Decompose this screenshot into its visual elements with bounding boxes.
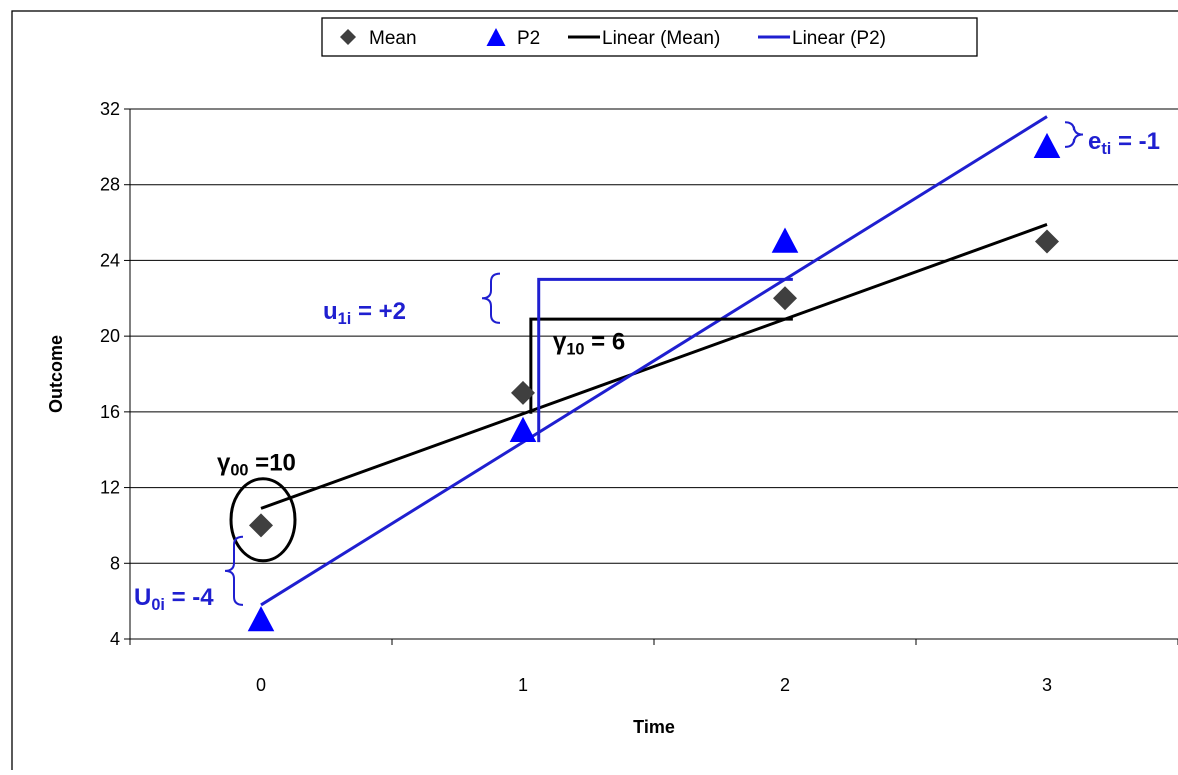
- gamma10-label: γ10 = 6: [553, 328, 625, 358]
- slope-step-p2: [537, 277, 793, 443]
- point-p2: [1033, 132, 1061, 159]
- y-tick-label: 8: [110, 553, 120, 573]
- y-tick-label: 4: [110, 629, 120, 649]
- legend-box: [321, 17, 978, 57]
- legend-label: P2: [517, 28, 540, 49]
- chart-border: [11, 10, 1178, 775]
- trendline-mean: [260, 223, 1048, 510]
- y-tick-label: 32: [100, 99, 120, 119]
- trendlines: [260, 115, 1048, 607]
- y-tick-label: 16: [100, 402, 120, 422]
- x-tick-label: 1: [518, 675, 528, 695]
- eti-label: eti = -1: [1088, 128, 1160, 158]
- y-tick-label: 24: [100, 250, 120, 270]
- y-tick-label: 20: [100, 326, 120, 346]
- point-mean: [1035, 229, 1059, 254]
- trendline-p2: [260, 115, 1048, 607]
- annotations: γ00 =10 γ10 = 6 U0i = -4 u1i = +2 eti = -1: [134, 121, 1160, 614]
- eti-brace: [1064, 121, 1084, 148]
- u0i-brace: [224, 535, 244, 606]
- x-tick-label: 3: [1042, 675, 1052, 695]
- legend-label: Mean: [369, 28, 417, 49]
- slope-step-mean: [529, 317, 793, 414]
- point-mean: [773, 286, 797, 311]
- point-mean: [249, 513, 273, 538]
- slope-constructions: [529, 277, 793, 443]
- u0i-label: U0i = -4: [134, 584, 214, 614]
- x-tick-label: 0: [256, 675, 266, 695]
- point-p2: [509, 416, 537, 442]
- u1i-brace: [481, 272, 501, 324]
- legend: Mean P2 Linear (Mean) Linear (P2): [321, 17, 978, 57]
- y-axis-title: Outcome: [46, 335, 66, 413]
- point-mean: [511, 380, 535, 405]
- grid: [130, 108, 1178, 640]
- gamma00-label: γ00 =10: [217, 450, 296, 480]
- point-p2: [247, 606, 275, 632]
- x-tick-label: 2: [780, 675, 790, 695]
- intercept-circle: [229, 477, 297, 563]
- y-tick-label: 12: [100, 478, 120, 498]
- legend-marker-p2: [486, 28, 506, 46]
- legend-marker-mean: [340, 29, 356, 45]
- x-axis-title: Time: [633, 717, 675, 737]
- point-p2: [771, 227, 799, 253]
- legend-label: Linear (P2): [792, 28, 886, 49]
- y-tick-label: 28: [100, 175, 120, 195]
- u1i-label: u1i = +2: [323, 298, 406, 328]
- data-points: [247, 132, 1061, 632]
- legend-label: Linear (Mean): [602, 28, 720, 49]
